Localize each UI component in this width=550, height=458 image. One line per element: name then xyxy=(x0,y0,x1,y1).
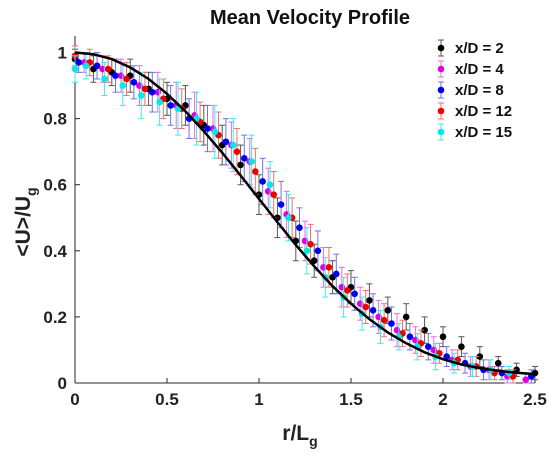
data-point xyxy=(93,62,101,70)
data-point xyxy=(314,247,322,255)
x-tick-label: 1.5 xyxy=(339,390,363,409)
data-point xyxy=(522,376,530,383)
data-point xyxy=(71,65,79,73)
data-point xyxy=(277,201,285,208)
plot-frame xyxy=(74,36,535,384)
x-tick-label: 2 xyxy=(438,390,447,409)
data-point xyxy=(101,75,108,83)
data-point xyxy=(406,333,414,341)
data-point xyxy=(237,161,244,169)
data-point xyxy=(380,316,388,324)
legend-marker xyxy=(437,65,445,73)
data-point xyxy=(233,148,241,155)
legend-label: x/D = 12 xyxy=(455,103,512,120)
x-axis-title: r/Lg xyxy=(282,422,317,449)
y-tick-label: 1 xyxy=(58,44,67,63)
data-point xyxy=(141,85,149,93)
legend-label: x/D = 2 xyxy=(455,40,504,57)
data-point xyxy=(112,72,119,79)
y-axis-ticks: 0 0.2 0.4 0.6 0.8 1 xyxy=(43,44,80,393)
data-point xyxy=(222,138,230,146)
y-axis-title-group: <U>/Ug xyxy=(12,187,39,256)
y-tick-label: 0.2 xyxy=(43,308,67,327)
data-point xyxy=(458,343,465,350)
legend: x/D = 2 x/D = 4 x/D = 8 x/D = 12 x/D = 15 xyxy=(437,39,512,141)
y-tick-label: 0 xyxy=(58,374,67,393)
y-tick-label: 0.4 xyxy=(43,242,67,261)
data-point xyxy=(75,59,82,66)
legend-marker xyxy=(437,107,445,115)
y-tick-label: 0.8 xyxy=(43,110,67,129)
data-point xyxy=(285,214,292,222)
data-point xyxy=(167,102,174,109)
data-point xyxy=(211,128,219,136)
data-point xyxy=(130,78,138,86)
y-tick-label: 0.6 xyxy=(43,176,67,195)
y-axis-title: <U>/Ug xyxy=(12,187,39,256)
legend-label: x/D = 8 xyxy=(455,82,504,99)
data-point xyxy=(82,62,90,70)
data-point xyxy=(266,181,274,189)
x-tick-label: 2.5 xyxy=(523,390,547,409)
data-point xyxy=(325,264,333,271)
data-point xyxy=(270,191,278,198)
data-point xyxy=(366,297,373,304)
data-point xyxy=(240,154,248,162)
data-point xyxy=(248,158,255,165)
data-point xyxy=(369,306,377,314)
data-point xyxy=(388,320,395,327)
data-point xyxy=(402,313,410,321)
data-point xyxy=(252,168,259,175)
data-point xyxy=(296,224,303,231)
data-point xyxy=(443,353,450,360)
data-point xyxy=(123,75,130,83)
data-point xyxy=(421,326,428,334)
data-point xyxy=(332,270,340,278)
data-point xyxy=(351,290,358,298)
data-point xyxy=(137,92,145,99)
data-point xyxy=(303,247,311,255)
legend-label: x/D = 4 xyxy=(455,61,504,78)
legend-marker xyxy=(437,86,445,94)
legend-marker xyxy=(437,128,445,136)
data-point xyxy=(148,88,156,96)
x-tick-label: 0 xyxy=(70,390,79,409)
data-point xyxy=(344,287,351,294)
data-point xyxy=(494,359,502,367)
data-point xyxy=(307,240,314,248)
data-point xyxy=(204,125,211,132)
data-point xyxy=(156,98,163,106)
data-point xyxy=(104,65,112,73)
data-point xyxy=(362,303,370,311)
data-point xyxy=(476,353,484,360)
fit-curve xyxy=(74,51,536,376)
legend-marker xyxy=(437,44,445,52)
chart-title: Mean Velocity Profile xyxy=(210,7,410,29)
data-point xyxy=(259,178,266,185)
data-point xyxy=(439,333,447,341)
series-5 xyxy=(71,52,513,381)
x-tick-label: 1 xyxy=(254,390,263,409)
data-point xyxy=(119,82,127,89)
series-3 xyxy=(75,52,535,384)
data-point xyxy=(424,343,432,350)
data-point xyxy=(384,306,392,314)
x-axis-ticks: 0 0.5 1 1.5 2 2.5 xyxy=(70,378,547,409)
data-point xyxy=(229,141,237,149)
legend-label: x/D = 15 xyxy=(455,124,512,141)
x-tick-label: 0.5 xyxy=(155,390,179,409)
series-layer xyxy=(71,45,539,384)
data-point xyxy=(310,257,318,265)
